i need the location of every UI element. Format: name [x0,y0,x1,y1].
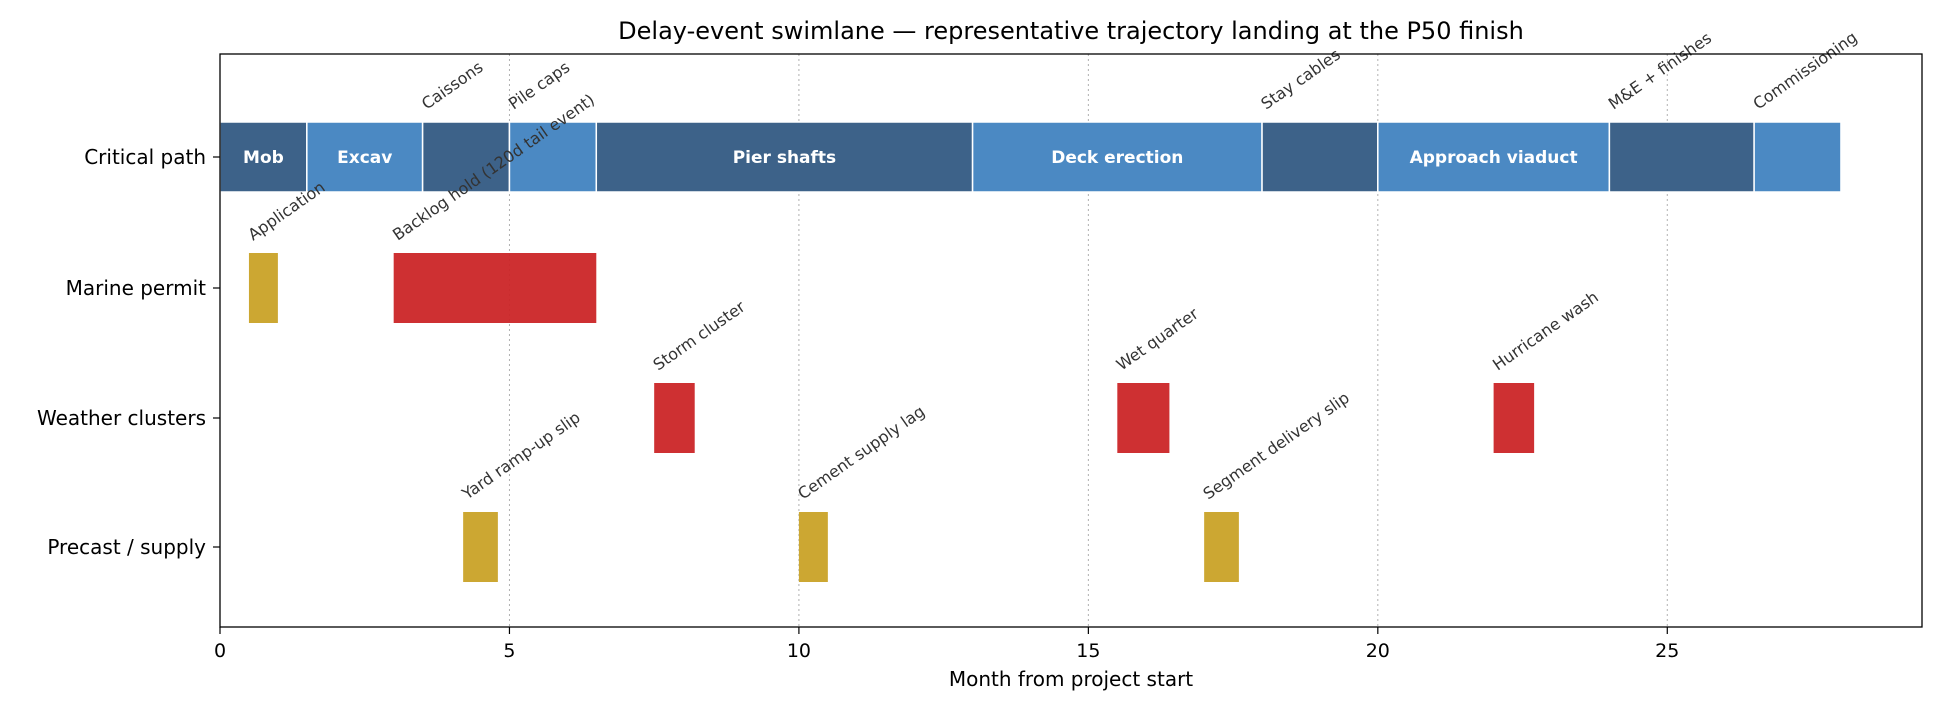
delay-event-label: Hurricane wash [1489,287,1602,374]
delay-event-bar [393,253,597,323]
lane-label-3: Precast / supply [47,535,206,559]
critical-path-label: Excav [337,148,392,168]
lane-label-0: Critical path [84,145,206,169]
critical-path-annotation: Stay cables [1257,45,1343,113]
critical-path-bar [421,121,511,193]
bars-layer [219,121,1842,582]
critical-path-bar [1753,121,1842,193]
critical-path-annotation: Commissioning [1750,28,1861,114]
critical-path-label: Pier shafts [733,148,836,168]
critical-path-annotation: M&E + finishes [1605,28,1715,113]
critical-path-bar [1608,121,1755,193]
critical-path-label: Deck erection [1051,148,1183,168]
delay-event-label: Yard ramp-up slip [458,408,584,504]
critical-path-bar [595,121,974,193]
delay-event-bar [654,383,695,453]
delay-event-bar [798,512,828,582]
delay-event-label: Wet quarter [1113,304,1202,375]
critical-path-bar [219,121,308,193]
critical-path-annotation: Caissons [418,57,487,113]
x-tick-label-3: 15 [1076,640,1100,662]
delay-event-bar [1493,383,1535,453]
x-axis-label: Month from project start [949,667,1193,691]
critical-path-bar [508,121,598,193]
delay-event-label: Segment delivery slip [1200,388,1353,503]
x-tick-label-2: 10 [787,640,811,662]
lane-label-1: Marine permit [66,276,207,300]
x-tick-label-1: 5 [503,640,515,662]
critical-path-label: Approach viaduct [1410,148,1578,168]
x-tick-label-4: 20 [1366,640,1390,662]
delay-event-bar [248,253,278,323]
x-tick-label-0: 0 [214,640,226,662]
critical-path-bar [971,121,1263,193]
critical-path-bar [1261,121,1379,193]
delay-event-label: Cement supply lag [794,402,928,504]
critical-path-annotation: Pile caps [505,57,573,113]
lane-label-2: Weather clusters [37,406,206,430]
chart-title: Delay-event swimlane — representative tr… [618,17,1524,45]
delay-event-bar [1117,383,1170,453]
delay-event-bar [463,512,498,582]
plot-frame [219,53,1923,628]
critical-path-bar [1377,121,1611,193]
critical-path-label: Mob [243,148,284,168]
delay-event-label: Storm cluster [650,297,749,375]
x-tick-label-5: 25 [1655,640,1679,662]
axis-layer: 0 5 10 15 20 25 Critical path Marine permit Weat… [37,145,1679,662]
delay-event-bar [1204,512,1239,582]
